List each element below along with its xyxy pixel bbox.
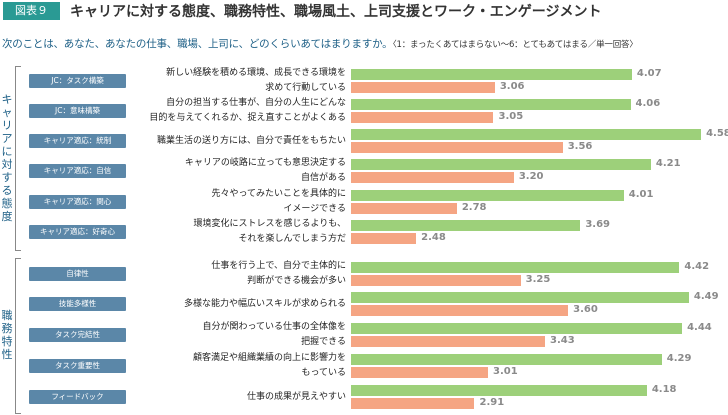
item-description: 自分の担当する仕事が、自分の人生にどんな 目的を与えてくれるか、捉え直すことがよく… <box>149 98 346 123</box>
bar-series2 <box>351 305 569 316</box>
data-label: 4.42 <box>684 261 710 272</box>
data-label: 2.91 <box>479 397 505 408</box>
data-label: 3.25 <box>525 274 551 285</box>
data-label: 2.48 <box>421 232 446 243</box>
bar-series2 <box>351 398 475 409</box>
data-label: 4.29 <box>666 353 692 364</box>
data-label: 4.58 <box>706 128 728 139</box>
data-label: 3.43 <box>550 335 575 346</box>
data-label: 2.78 <box>461 202 487 213</box>
category-tag: タスク重要性 <box>29 359 126 373</box>
item-description: 新しい経験を積める環境、成長できる環境を 求めて行動している <box>166 68 346 93</box>
data-label: 3.20 <box>518 171 544 182</box>
group-bracket <box>15 258 21 414</box>
group-label: 職務特性 <box>1 309 13 361</box>
group-label: キャリアに対する態度 <box>1 92 13 223</box>
bar-series2 <box>351 142 563 153</box>
data-label: 4.21 <box>655 158 681 169</box>
bar-series2 <box>351 336 546 347</box>
bar-series2 <box>351 172 514 183</box>
category-tag: キャリア適応：自信 <box>29 164 126 178</box>
data-label: 3.56 <box>567 141 593 152</box>
item-description: 仕事を行う上で、自分で主体的に 判断ができる機会が多い <box>211 261 346 286</box>
category-tag: 技能多様性 <box>29 297 126 311</box>
scale-note: 〈1：まったくあてはまらない～6：とてもあてはまる／単一回答〉 <box>392 40 638 50</box>
item-description: 顧客満足や組織業績の向上に影響力を もっている <box>192 353 346 378</box>
bar-series1 <box>351 69 632 80</box>
bar-series2 <box>351 203 457 214</box>
data-label: 4.44 <box>687 322 712 333</box>
category-tag: JC：意味構築 <box>29 104 126 118</box>
category-tag: フィードバック <box>29 390 126 404</box>
bar-series2 <box>351 233 417 244</box>
data-label: 4.07 <box>636 68 662 79</box>
item-description: 自分が関わっている仕事の全体像を 把握できる <box>202 322 346 347</box>
data-label: 4.18 <box>651 384 677 395</box>
question: 次のことは、あなた、あなたの仕事、職場、上司に、どのくらいあてはまりますか。 <box>2 38 393 50</box>
bar-series2 <box>351 112 494 123</box>
item-description: キャリアの岐路に立っても意思決定する 自信がある <box>184 158 346 183</box>
data-label: 4.49 <box>693 291 719 302</box>
bar-series2 <box>351 367 489 378</box>
category-tag: タスク完結性 <box>29 328 126 342</box>
category-tag: キャリア適応：関心 <box>29 195 126 209</box>
data-label: 4.01 <box>628 189 654 200</box>
bar-series2 <box>351 275 521 286</box>
bar-series1 <box>351 159 651 170</box>
bar-series1 <box>351 292 689 303</box>
data-label: 3.06 <box>499 81 525 92</box>
item-description: 多様な能力や幅広いスキルが求められる <box>183 298 346 309</box>
bar-series2 <box>351 82 495 93</box>
figure-label: 図表９ <box>3 2 60 20</box>
bar-series1 <box>351 129 702 140</box>
category-tag: JC：タスク構築 <box>29 74 126 88</box>
item-description: 職業生活の送り方には、自分で責任をもちたい <box>156 135 346 146</box>
data-label: 3.69 <box>585 219 611 230</box>
category-tag: キャリア適応：統制 <box>29 134 126 148</box>
bar-series1 <box>351 354 662 365</box>
category-tag: 自律性 <box>29 267 126 281</box>
bar-series1 <box>351 190 624 201</box>
chart-title: キャリアに対する態度、職務特性、職場風土、上司支援とワーク・エンゲージメント <box>70 4 602 20</box>
group-bracket <box>15 66 21 251</box>
bar-series1 <box>351 385 647 396</box>
item-description: 仕事の成果が見えやすい <box>246 391 346 402</box>
question-text: 次のことは、あなた、あなたの仕事、職場、上司に、どのくらいあてはまりますか。〈1… <box>2 36 638 51</box>
data-label: 3.60 <box>573 304 598 315</box>
data-label: 4.06 <box>635 98 661 109</box>
data-label: 3.05 <box>498 111 524 122</box>
item-description: 先々やってみたいことを具体的に イメージできる <box>211 189 346 214</box>
bar-series1 <box>351 262 680 273</box>
data-label: 3.01 <box>493 366 518 377</box>
bar-series1 <box>351 220 581 231</box>
bar-series1 <box>351 99 631 110</box>
bar-series1 <box>351 323 683 334</box>
item-description: 環境変化にストレスを感じるよりも、 それを楽しんでしまう方だ <box>193 219 346 244</box>
category-tag: キャリア適応：好奇心 <box>29 225 126 239</box>
